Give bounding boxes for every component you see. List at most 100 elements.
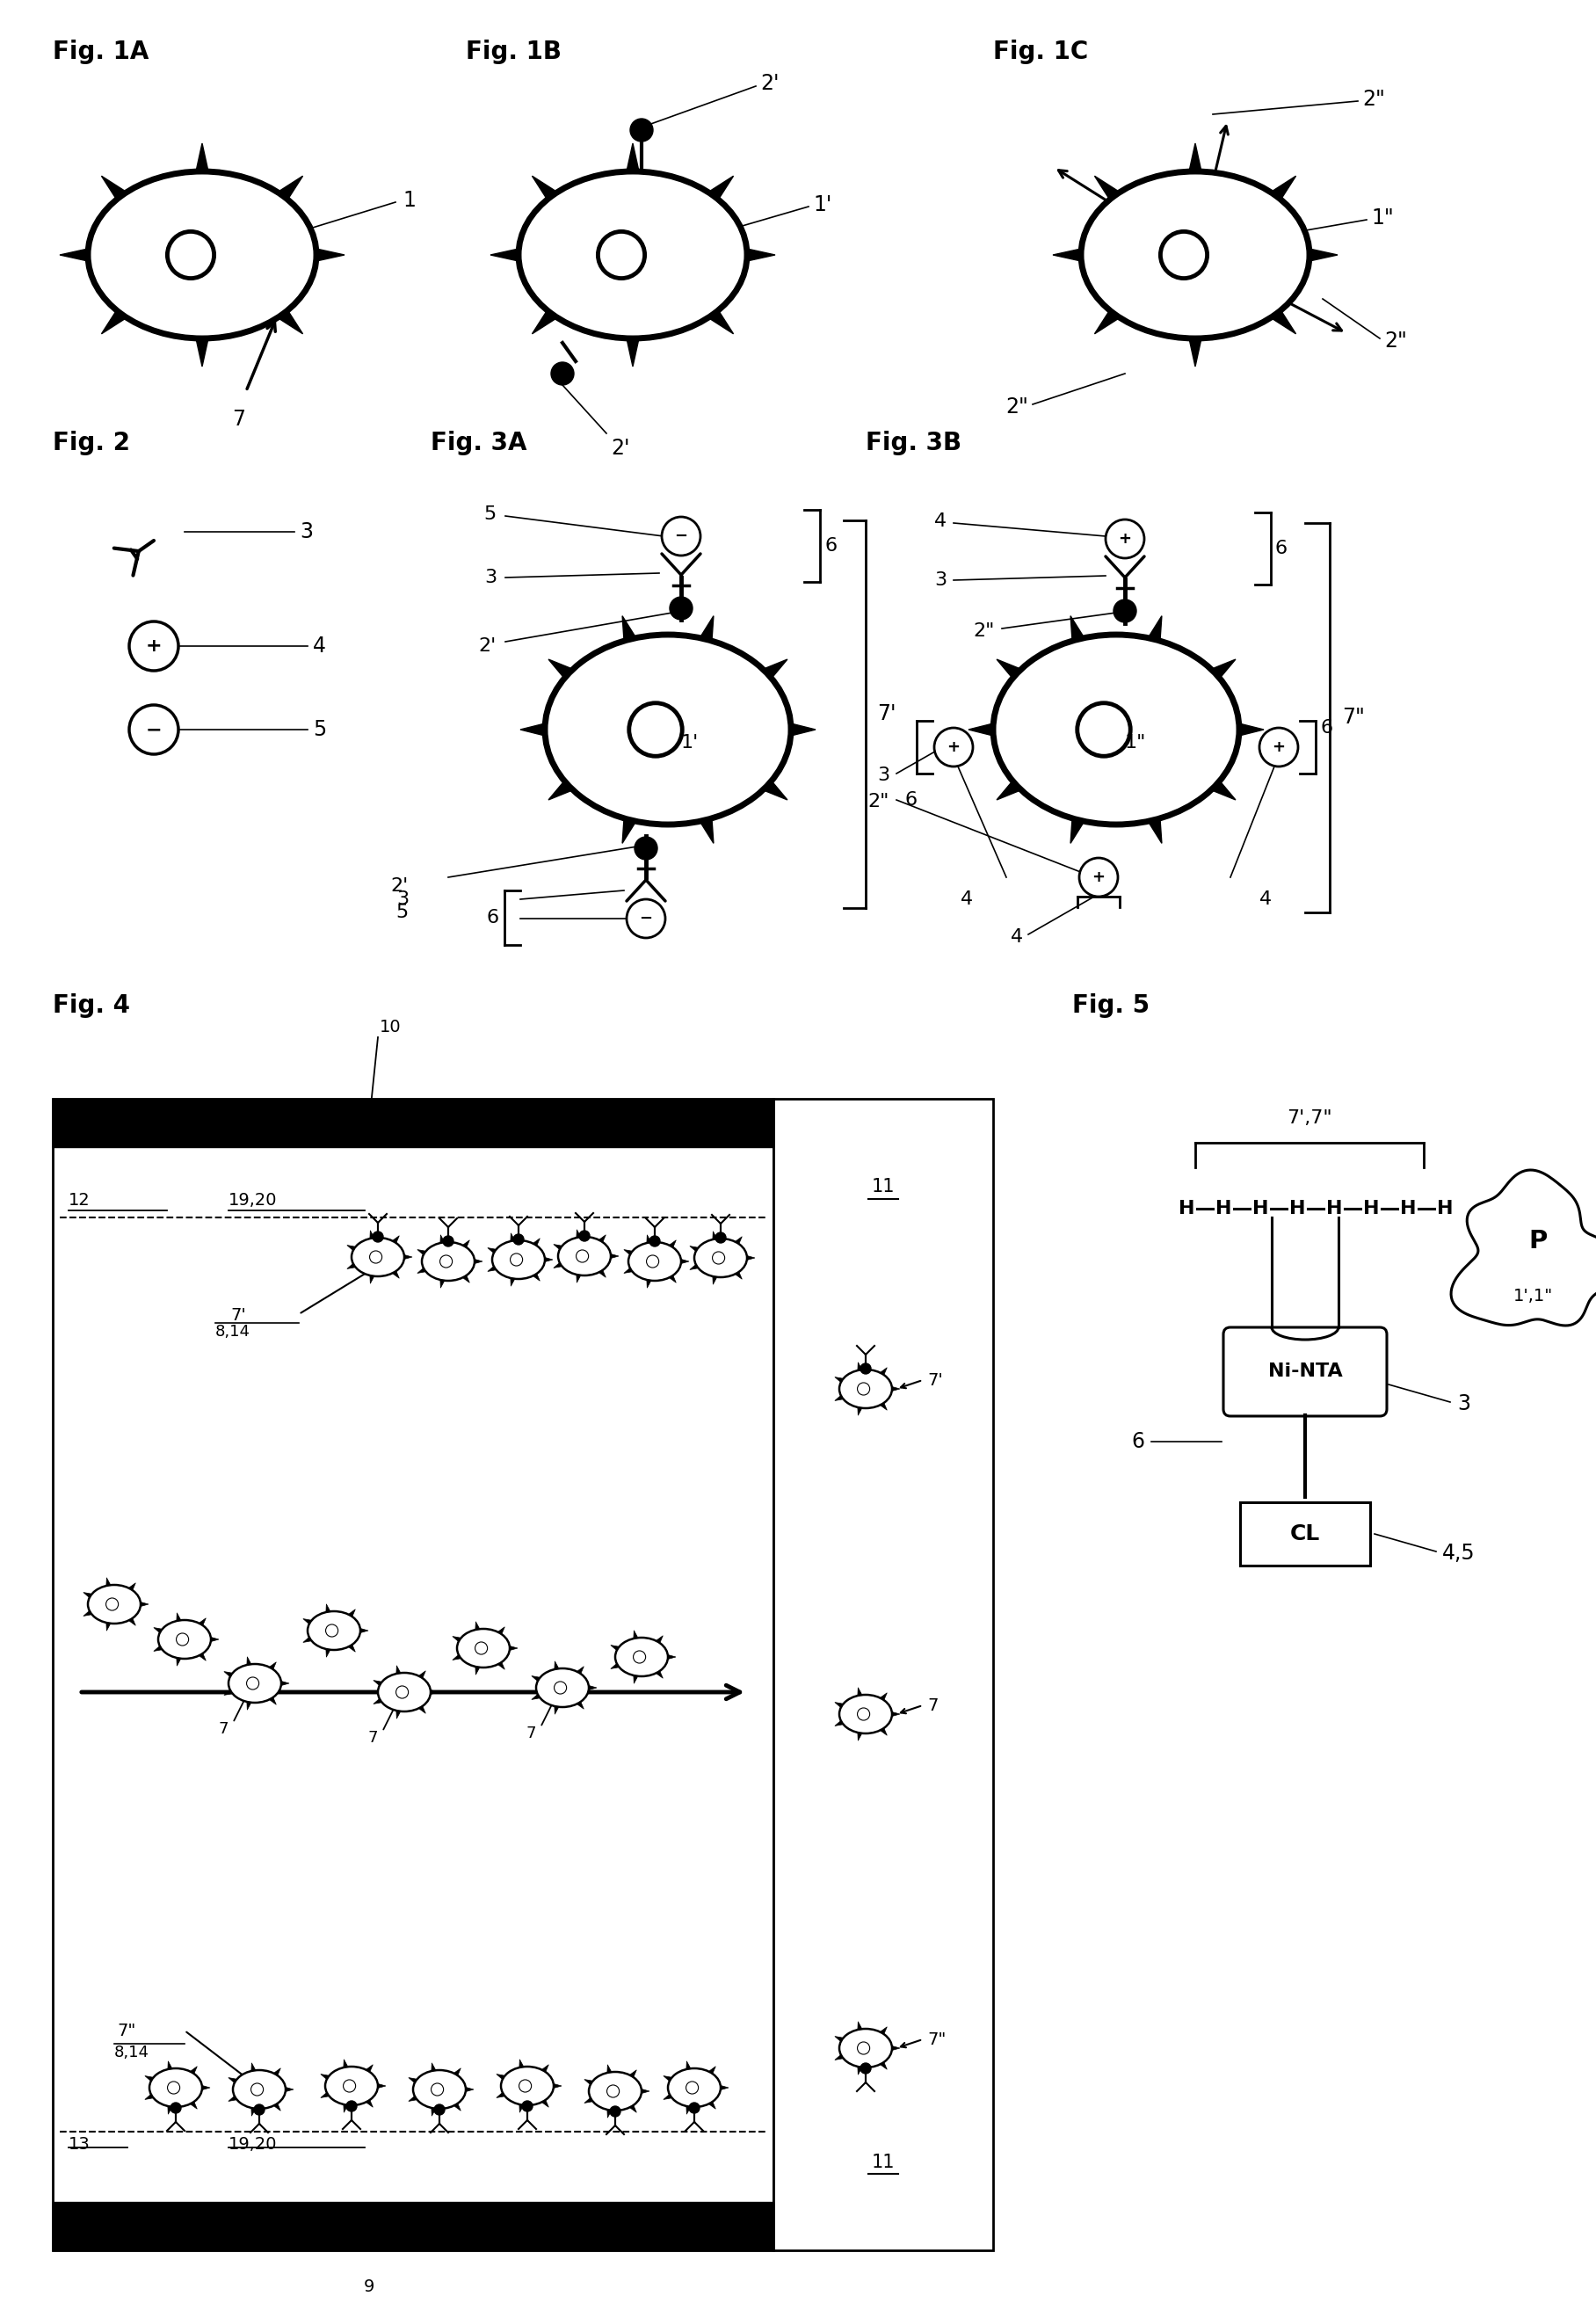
Polygon shape	[554, 1263, 562, 1268]
Polygon shape	[476, 1667, 480, 1674]
Polygon shape	[709, 176, 734, 199]
Polygon shape	[211, 1637, 219, 1641]
Polygon shape	[857, 1732, 862, 1741]
Circle shape	[579, 1231, 589, 1240]
Polygon shape	[145, 2093, 153, 2100]
Polygon shape	[270, 1662, 276, 1669]
Text: 2': 2'	[611, 438, 630, 459]
Polygon shape	[1189, 338, 1202, 366]
Polygon shape	[544, 1256, 552, 1261]
Polygon shape	[709, 311, 734, 334]
Text: 11: 11	[871, 1178, 895, 1196]
Ellipse shape	[559, 1238, 611, 1275]
Polygon shape	[420, 1671, 426, 1678]
Text: 5: 5	[313, 719, 326, 739]
Polygon shape	[275, 2068, 281, 2075]
Text: 6: 6	[487, 909, 500, 927]
Polygon shape	[589, 1685, 597, 1690]
Polygon shape	[531, 176, 557, 199]
Text: 7': 7'	[878, 702, 895, 723]
Ellipse shape	[308, 1611, 361, 1650]
Ellipse shape	[839, 2028, 892, 2068]
Polygon shape	[764, 658, 787, 679]
Polygon shape	[1148, 617, 1162, 642]
Polygon shape	[511, 1277, 516, 1286]
Text: 4,5: 4,5	[1443, 1544, 1475, 1565]
Polygon shape	[576, 1275, 581, 1282]
Polygon shape	[498, 1662, 504, 1669]
Circle shape	[551, 362, 575, 385]
Polygon shape	[835, 1701, 843, 1708]
Ellipse shape	[536, 1669, 589, 1706]
Text: 6: 6	[1274, 540, 1286, 556]
Text: 7': 7'	[230, 1307, 246, 1324]
Polygon shape	[326, 1604, 330, 1613]
Polygon shape	[721, 2086, 728, 2091]
Circle shape	[514, 1233, 523, 1245]
Text: CL: CL	[1290, 1523, 1320, 1544]
Circle shape	[254, 2105, 265, 2114]
Polygon shape	[168, 2107, 172, 2114]
Polygon shape	[474, 1259, 482, 1263]
Text: −: −	[675, 529, 688, 545]
Circle shape	[129, 705, 179, 753]
Ellipse shape	[694, 1238, 747, 1277]
Polygon shape	[996, 781, 1020, 800]
Polygon shape	[511, 1233, 516, 1240]
Polygon shape	[881, 2026, 887, 2035]
Polygon shape	[634, 1630, 638, 1639]
Text: 1',1": 1',1"	[1513, 1289, 1553, 1305]
Circle shape	[689, 2102, 699, 2114]
Polygon shape	[1272, 311, 1296, 334]
Text: 6: 6	[1321, 719, 1333, 737]
Circle shape	[630, 118, 653, 141]
Text: H: H	[1400, 1201, 1416, 1217]
Polygon shape	[857, 2068, 862, 2075]
Text: Fig. 1A: Fig. 1A	[53, 39, 148, 65]
Text: +: +	[145, 637, 161, 656]
Polygon shape	[519, 2105, 523, 2112]
Circle shape	[171, 2102, 180, 2114]
Polygon shape	[622, 617, 635, 642]
Polygon shape	[463, 1275, 469, 1282]
Polygon shape	[554, 2084, 562, 2089]
Text: 7": 7"	[1342, 707, 1365, 728]
Text: Fig. 2: Fig. 2	[53, 431, 129, 454]
Circle shape	[635, 837, 658, 860]
Polygon shape	[701, 818, 713, 844]
Polygon shape	[393, 1235, 399, 1242]
Polygon shape	[365, 2065, 373, 2072]
Text: 2": 2"	[1005, 396, 1028, 417]
Ellipse shape	[519, 172, 747, 338]
Polygon shape	[490, 248, 519, 262]
Polygon shape	[1211, 658, 1235, 679]
Polygon shape	[764, 781, 787, 800]
Text: H: H	[1326, 1201, 1342, 1217]
Text: 2': 2'	[391, 876, 409, 895]
Polygon shape	[606, 2065, 611, 2072]
Circle shape	[610, 2107, 621, 2116]
Polygon shape	[476, 1623, 480, 1630]
Text: −: −	[640, 911, 653, 927]
Polygon shape	[396, 1667, 401, 1674]
Polygon shape	[177, 1613, 180, 1620]
Polygon shape	[857, 1363, 862, 1370]
Polygon shape	[656, 1637, 662, 1643]
Polygon shape	[440, 1280, 445, 1289]
Ellipse shape	[351, 1238, 404, 1277]
Polygon shape	[713, 1231, 717, 1240]
Circle shape	[129, 621, 179, 670]
Text: 7: 7	[927, 1697, 938, 1713]
Text: H: H	[1215, 1201, 1232, 1217]
Ellipse shape	[88, 172, 316, 338]
Text: 12: 12	[69, 1191, 91, 1208]
Text: 4: 4	[934, 512, 946, 531]
Polygon shape	[736, 1235, 742, 1245]
Ellipse shape	[501, 2068, 554, 2105]
Polygon shape	[689, 1263, 697, 1270]
Bar	[1240, 1502, 1369, 1565]
Circle shape	[860, 2063, 871, 2075]
Polygon shape	[1148, 818, 1162, 844]
Polygon shape	[584, 2098, 592, 2102]
Polygon shape	[196, 338, 209, 366]
